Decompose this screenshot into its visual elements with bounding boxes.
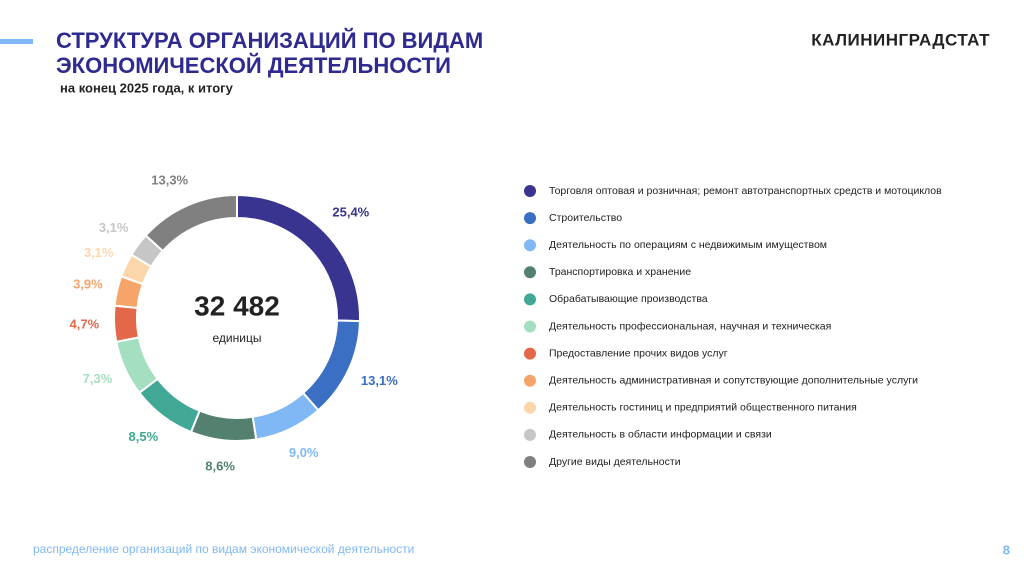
legend-label: Транспортировка и хранение [549,266,691,278]
value-label: 8,6% [205,458,235,473]
legend-label: Деятельность гостиниц и предприятий обще… [549,402,857,414]
legend-label: Деятельность профессиональная, научная и… [549,320,831,332]
footer-text: распределение организаций по видам эконо… [33,542,414,556]
brand: КАЛИНИНГРАДСТАТ [811,30,990,49]
legend-marker [524,401,536,414]
legend-marker [524,320,536,333]
center-label: единицы [213,331,262,345]
value-label: 3,9% [73,276,103,291]
legend-label: Деятельность административная и сопутств… [549,374,918,386]
legend-label: Деятельность в области информации и связ… [549,429,772,441]
legend-marker [524,239,536,252]
legend-marker [524,374,536,387]
value-label: 25,4% [332,205,369,220]
legend-marker [524,456,536,468]
page-number: 8 [1003,542,1010,557]
legend-label: Деятельность по операциям с недвижимым и… [549,239,827,251]
legend-marker [524,293,536,306]
title-line: ЭКОНОМИЧЕСКОЙ ДЕЯТЕЛЬНОСТИ [56,53,451,78]
value-label: 3,1% [84,245,114,260]
donut-segment [113,304,141,343]
value-label: 13,3% [151,172,188,187]
value-label: 13,1% [361,373,398,388]
accent-stripe [0,39,33,44]
subtitle: на конец 2025 года, к итогу [60,80,234,95]
legend-label: Торговля оптовая и розничная; ремонт авт… [549,185,942,197]
legend-marker [524,428,536,441]
legend-marker [524,347,536,360]
value-label: 3,1% [99,220,129,235]
value-label: 4,7% [70,317,100,332]
donut-segment [144,193,238,253]
legend-marker [524,185,536,197]
legend-marker [524,212,536,225]
value-label: 8,5% [129,429,159,444]
value-label: 9,0% [289,445,319,460]
value-label: 7,3% [83,371,113,386]
legend-label: Строительство [549,212,622,224]
legend-label: Другие виды деятельности [549,456,681,468]
center-value: 32 482 [194,290,280,321]
legend-label: Предоставление прочих видов услуг [549,347,728,359]
title-line: СТРУКТУРА ОРГАНИЗАЦИЙ ПО ВИДАМ [56,28,483,53]
legend-label: Обрабатывающие производства [549,293,708,305]
legend-marker [524,266,536,279]
